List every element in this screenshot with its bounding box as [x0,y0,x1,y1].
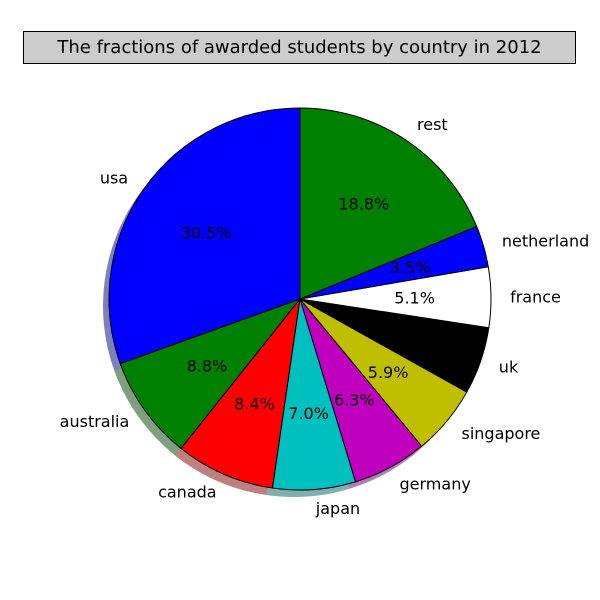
slice-label-australia: australia [60,412,130,431]
slice-pct-netherland: 3.5% [390,258,431,277]
pie-slice-australia [119,297,302,450]
slice-pct-canada: 8.4% [234,395,275,414]
slice-label-usa: usa [100,169,128,188]
slice-pct-germany: 6.3% [334,390,375,409]
slice-pct-france: 5.1% [394,288,435,307]
slice-label-netherland: netherland [502,232,589,251]
slice-label-singapore: singapore [462,424,541,443]
slice-label-rest: rest [417,115,448,134]
slice-pct-australia: 8.8% [187,356,228,375]
slice-label-germany: germany [400,475,471,494]
slice-label-canada: canada [158,482,217,501]
slice-pct-rest: 18.8% [338,194,389,213]
slice-label-japan: japan [315,499,360,518]
pie-slice-usa [108,107,301,365]
pie-slice-rest [299,107,478,300]
chart-title: The fractions of awarded students by cou… [57,37,542,58]
slice-label-uk: uk [499,358,519,377]
pie-slice-canada [180,297,301,489]
slice-pct-singapore: 5.9% [368,363,409,382]
chart-title-box: The fractions of awarded students by cou… [23,31,576,64]
slice-label-france: france [510,288,561,307]
slice-pct-usa: 30.5% [181,224,232,243]
slice-pct-japan: 7.0% [288,404,329,423]
